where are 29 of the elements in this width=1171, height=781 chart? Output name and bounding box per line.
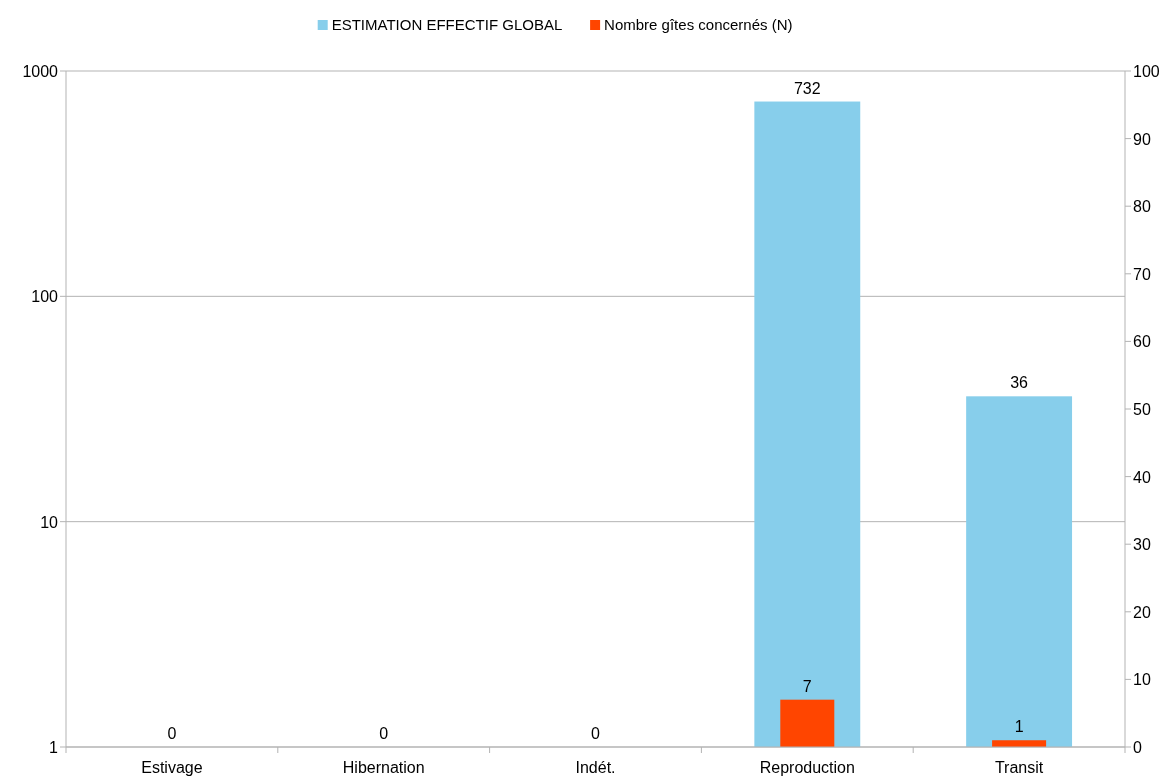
legend-label: ESTIMATION EFFECTIF GLOBAL <box>331 16 563 33</box>
y2-tick-label: 0 <box>1133 739 1142 756</box>
data-label: 1 <box>1014 718 1024 736</box>
y2-tick-label: 60 <box>1133 333 1151 351</box>
y2-tick-label: 10 <box>1133 671 1151 689</box>
legend-label: Nombre gîtes concernés (N) <box>604 16 793 33</box>
y2-tick-label: 80 <box>1133 198 1151 216</box>
x-tick-label: Indét. <box>575 759 616 776</box>
data-label: 732 <box>793 79 821 97</box>
y-tick-label: 1 <box>49 739 59 756</box>
data-label: 0 <box>591 725 601 742</box>
y-tick-label: 100 <box>31 288 59 306</box>
y2-tick-label: 90 <box>1133 130 1151 148</box>
data-label: 0 <box>167 725 177 742</box>
y2-tick-label: 20 <box>1133 603 1151 621</box>
data-label: 36 <box>1010 374 1029 392</box>
y2-tick-label: 40 <box>1133 468 1151 486</box>
y2-tick-label: 100 <box>1133 63 1160 80</box>
x-tick-label: Transit <box>994 759 1044 776</box>
y2-tick-label: 30 <box>1133 536 1151 554</box>
x-tick-label: Estivage <box>141 759 203 776</box>
x-tick-label: Hibernation <box>342 759 425 776</box>
data-label: 7 <box>802 677 812 695</box>
x-tick-label: Reproduction <box>759 759 855 776</box>
data-label: 0 <box>379 725 389 742</box>
y2-tick-label: 70 <box>1133 265 1151 283</box>
y-tick-label: 1000 <box>22 63 59 80</box>
y2-tick-label: 50 <box>1133 401 1151 418</box>
y-tick-label: 10 <box>40 513 59 531</box>
